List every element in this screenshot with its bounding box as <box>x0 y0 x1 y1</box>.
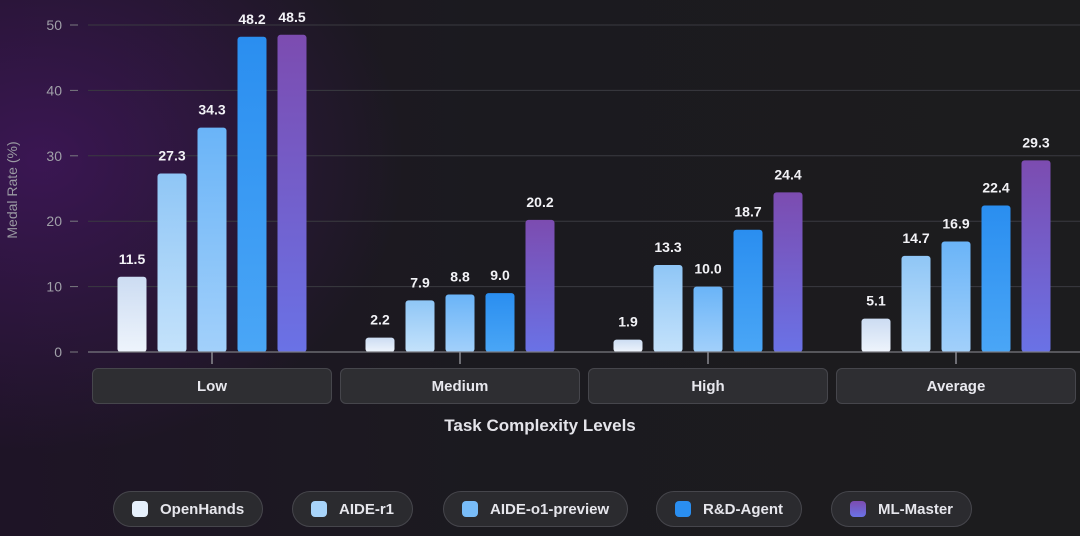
bar-value-label: 34.3 <box>198 102 225 118</box>
legend-swatch-rd-agent <box>675 501 691 517</box>
bar-r-d-agent-high <box>733 229 763 352</box>
bar-openhands-high <box>613 339 643 352</box>
legend-aide-o1-preview[interactable]: AIDE-o1-preview <box>443 491 629 527</box>
y-tick-label: 50 <box>46 17 62 33</box>
bar-value-label: 1.9 <box>618 314 638 330</box>
bar-value-label: 14.7 <box>902 230 929 246</box>
bar-value-label: 5.1 <box>866 293 886 309</box>
legend-swatch-openhands <box>132 501 148 517</box>
y-tick-label: 40 <box>46 82 62 98</box>
bar-aide-o1-preview-low <box>197 127 227 352</box>
bar-value-label: 13.3 <box>654 239 681 255</box>
category-high: High <box>588 368 828 404</box>
bar-ml-master-medium <box>525 219 555 352</box>
bar-value-label: 20.2 <box>526 194 553 210</box>
bar-ml-master-high <box>773 192 803 352</box>
legend-rd-agent[interactable]: R&D-Agent <box>656 491 802 527</box>
bar-openhands-medium <box>365 337 395 352</box>
bar-aide-r1-medium <box>405 300 435 352</box>
bar-aide-r1-average <box>901 255 931 352</box>
bar-r-d-agent-average <box>981 205 1011 352</box>
legend-label: OpenHands <box>160 500 245 518</box>
bar-aide-r1-high <box>653 265 683 352</box>
bar-value-label: 2.2 <box>370 312 390 328</box>
bar-aide-o1-preview-medium <box>445 294 475 352</box>
bar-value-label: 27.3 <box>158 147 185 163</box>
bar-value-label: 24.4 <box>774 166 801 182</box>
bar-value-label: 48.2 <box>238 11 265 27</box>
bar-r-d-agent-low <box>237 36 267 352</box>
y-tick-label: 10 <box>46 279 62 295</box>
bar-value-label: 11.5 <box>119 251 146 267</box>
bar-value-label: 16.9 <box>942 215 969 231</box>
category-medium: Medium <box>340 368 580 404</box>
bar-value-label: 7.9 <box>410 274 430 290</box>
bar-aide-r1-low <box>157 173 187 352</box>
bar-aide-o1-preview-high <box>693 286 723 352</box>
y-tick-label: 0 <box>54 344 62 360</box>
bar-value-labels: 11.5 27.3 34.3 48.2 48.5 2.2 7.9 8.8 9.0 20.2 1.9 1… <box>119 9 1050 330</box>
y-tick-label: 30 <box>46 148 62 164</box>
legend-aide-r1[interactable]: AIDE-r1 <box>292 491 414 527</box>
bar-value-label: 18.7 <box>734 204 761 220</box>
x-axis-label: Task Complexity Levels <box>444 416 636 435</box>
category-low: Low <box>92 368 332 404</box>
legend-label: R&D-Agent <box>703 500 783 518</box>
legend-label: AIDE-o1-preview <box>490 500 610 518</box>
bar-ml-master-low <box>277 34 307 353</box>
legend-label: ML-Master <box>878 500 954 518</box>
y-tick-label: 20 <box>46 213 62 229</box>
grid-lines <box>88 24 1080 288</box>
legend-swatch-ml-master <box>850 501 866 517</box>
bar-ml-master-average <box>1021 160 1051 352</box>
bar-value-label: 22.4 <box>982 180 1009 196</box>
legend-swatch-aide-r1 <box>311 501 327 517</box>
bar-value-label: 8.8 <box>450 268 470 284</box>
legend-swatch-aide-o1-preview <box>462 501 478 517</box>
bar-value-label: 29.3 <box>1022 134 1049 150</box>
legend-ml-master[interactable]: ML-Master <box>831 491 973 527</box>
bar-r-d-agent-medium <box>485 293 515 352</box>
legend-label: AIDE-r1 <box>339 500 395 518</box>
bar-value-label: 48.5 <box>278 9 305 25</box>
bar-value-label: 9.0 <box>490 267 510 283</box>
bars <box>117 34 1051 353</box>
bar-openhands-low <box>117 276 147 352</box>
y-tick-labels: 0 10 20 30 40 50 <box>46 17 78 360</box>
legend-openhands[interactable]: OpenHands <box>113 491 264 527</box>
x-tick-marks <box>211 352 957 364</box>
bar-aide-o1-preview-average <box>941 241 971 352</box>
y-axis-label: Medal Rate (%) <box>4 141 20 239</box>
bar-openhands-average <box>861 318 891 352</box>
bar-value-label: 10.0 <box>694 261 721 277</box>
category-average: Average <box>836 368 1076 404</box>
